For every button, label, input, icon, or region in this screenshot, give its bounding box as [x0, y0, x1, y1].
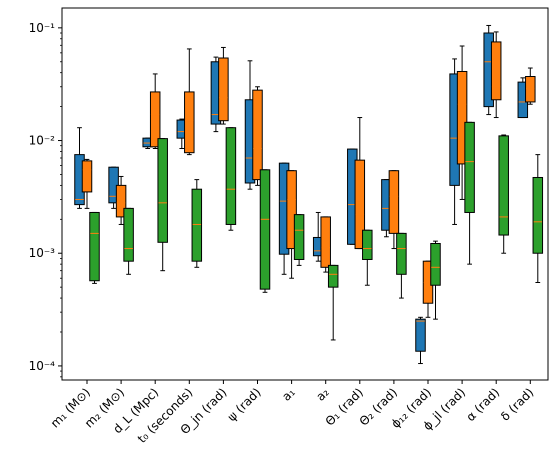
box-body	[490, 41, 502, 101]
x-tick-label: a₁	[279, 385, 298, 404]
box-body	[252, 89, 263, 181]
box-body	[81, 160, 93, 193]
box-body	[225, 127, 237, 225]
box-13-series-1	[525, 67, 536, 105]
box-8-series-1	[354, 117, 366, 250]
x-tick-label: α (rad)	[463, 385, 502, 424]
box-body	[498, 135, 509, 236]
box-12-series-1	[490, 31, 502, 119]
box-11-series-1	[456, 45, 468, 200]
plot-area	[61, 7, 549, 381]
box-6-series-2	[293, 214, 305, 266]
box-body	[396, 232, 407, 275]
box-body	[362, 229, 373, 260]
x-tick-label: δ (rad)	[498, 385, 536, 423]
y-tick-label: 10⁻²	[29, 134, 56, 148]
boxes-layer	[74, 24, 544, 365]
box-body	[286, 170, 297, 250]
box-12-series-2	[498, 134, 509, 254]
x-tick-label: ψ (rad)	[225, 385, 264, 424]
box-1-series-1	[115, 175, 127, 225]
box-5-series-2	[259, 169, 271, 293]
y-tick-label: 10⁻¹	[29, 21, 56, 35]
x-tick-label: a₂	[313, 385, 332, 404]
y-tick-label: 10⁻⁴	[29, 359, 56, 373]
box-body	[149, 91, 161, 148]
box-2-series-2	[157, 138, 168, 272]
box-body	[525, 76, 536, 103]
box-body	[415, 318, 426, 352]
box-body	[157, 138, 168, 243]
box-body	[115, 184, 127, 218]
box-body	[191, 188, 203, 262]
box-5-series-1	[252, 86, 263, 186]
y-axis: 10⁻¹ 10⁻² 10⁻³ 10⁻⁴	[29, 21, 62, 378]
box-0-series-2	[89, 211, 100, 284]
box-body	[218, 57, 229, 122]
box-7-series-0	[312, 211, 324, 262]
box-0-series-1	[81, 158, 93, 209]
box-body	[430, 242, 441, 286]
box-body	[123, 207, 134, 262]
box-1-series-2	[123, 207, 134, 275]
x-axis: m₁ (M⊙)m₂ (M⊙)d_L (Mpc)t₀ (seconds)Θ_jn …	[48, 380, 536, 446]
plot-frame	[61, 7, 549, 381]
box-body	[320, 216, 331, 268]
box-11-series-2	[464, 121, 475, 265]
box-10-series-0	[415, 316, 426, 365]
box-7-series-2	[327, 264, 339, 341]
box-6-series-1	[286, 170, 297, 279]
box-body	[259, 169, 271, 290]
box-body	[293, 214, 305, 260]
box-body	[388, 170, 400, 234]
box-3-series-2	[191, 179, 203, 268]
box-3-series-1	[184, 48, 195, 156]
box-body	[354, 159, 366, 250]
box-2-series-1	[149, 73, 161, 149]
box-body	[456, 70, 468, 165]
box-10-series-2	[430, 240, 441, 320]
box-7-series-1	[320, 216, 331, 273]
box-4-series-1	[218, 46, 229, 125]
y-tick-label: 10⁻³	[29, 246, 56, 260]
box-body	[464, 121, 475, 213]
box-8-series-2	[362, 229, 373, 286]
box-body	[89, 211, 100, 282]
box-body	[327, 264, 339, 288]
box-body	[184, 91, 195, 154]
box-9-series-2	[396, 232, 407, 299]
box-body	[532, 176, 544, 254]
box-9-series-1	[388, 170, 400, 250]
box-4-series-2	[225, 127, 237, 231]
box-13-series-2	[532, 154, 544, 283]
